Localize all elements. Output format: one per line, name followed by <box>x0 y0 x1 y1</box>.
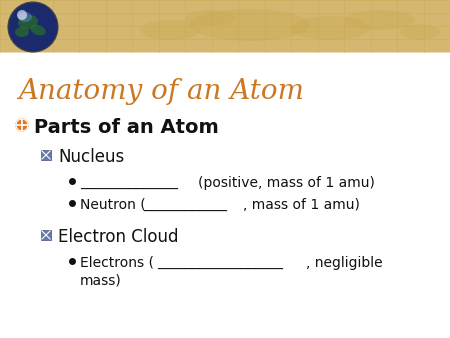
Ellipse shape <box>15 27 29 37</box>
Ellipse shape <box>140 20 200 40</box>
Bar <box>0 26 450 29</box>
Bar <box>41 230 51 240</box>
Bar <box>0 21 450 23</box>
Bar <box>0 29 450 31</box>
Ellipse shape <box>18 12 32 22</box>
Text: ______________: ______________ <box>80 176 178 190</box>
Circle shape <box>16 119 28 131</box>
Text: Electrons (: Electrons ( <box>80 256 154 270</box>
Bar <box>0 49 450 52</box>
Bar <box>0 18 450 21</box>
Text: Neutron (: Neutron ( <box>80 198 146 212</box>
Bar <box>0 8 450 10</box>
Bar <box>0 0 450 3</box>
Text: __________________: __________________ <box>157 256 283 270</box>
Ellipse shape <box>345 10 415 30</box>
Bar <box>0 34 450 37</box>
Bar <box>0 5 450 8</box>
Bar <box>0 3 450 5</box>
Text: mass): mass) <box>80 274 122 288</box>
Bar <box>0 44 450 47</box>
Text: Nucleus: Nucleus <box>58 148 124 166</box>
Ellipse shape <box>400 24 440 40</box>
Bar <box>0 16 450 18</box>
Bar <box>0 23 450 26</box>
Bar <box>0 0 450 52</box>
Circle shape <box>8 2 58 52</box>
Text: Anatomy of an Atom: Anatomy of an Atom <box>18 78 304 105</box>
Bar <box>0 10 450 13</box>
Bar <box>0 31 450 34</box>
Text: ____________: ____________ <box>143 198 227 212</box>
Ellipse shape <box>185 10 235 26</box>
Text: , mass of 1 amu): , mass of 1 amu) <box>243 198 360 212</box>
Ellipse shape <box>18 15 38 29</box>
Ellipse shape <box>290 16 370 40</box>
Text: , negligible: , negligible <box>306 256 382 270</box>
Circle shape <box>17 10 27 20</box>
Text: (positive, mass of 1 amu): (positive, mass of 1 amu) <box>198 176 375 190</box>
Text: Parts of an Atom: Parts of an Atom <box>34 118 219 137</box>
Ellipse shape <box>190 9 310 41</box>
Bar <box>0 42 450 44</box>
Bar <box>41 150 51 160</box>
Text: Electron Cloud: Electron Cloud <box>58 228 179 246</box>
Bar <box>0 39 450 42</box>
Bar <box>0 37 450 39</box>
Bar <box>0 13 450 16</box>
Bar <box>0 47 450 49</box>
Ellipse shape <box>30 25 46 35</box>
